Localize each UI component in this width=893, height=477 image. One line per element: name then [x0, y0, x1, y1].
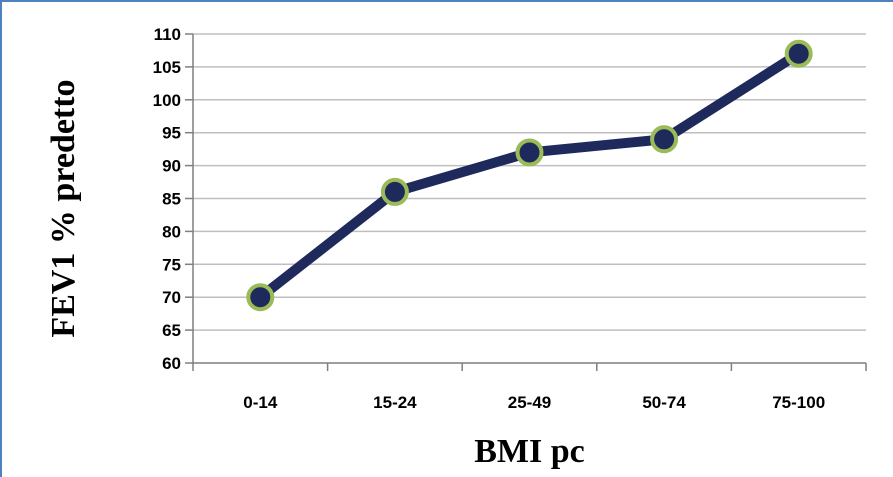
- series-line-group: [255, 48, 804, 303]
- series-line: [255, 48, 804, 303]
- y-tick-label: 110: [154, 25, 181, 44]
- y-tick-label: 95: [162, 124, 181, 143]
- y-axis-ticks: 60 65 70 75 80 85 90 95 100 105 110: [153, 25, 193, 373]
- y-tick-label: 85: [162, 190, 181, 209]
- y-tick-label: 60: [162, 354, 181, 373]
- y-tick-label: 90: [162, 157, 181, 176]
- data-point-75-100: [784, 39, 813, 68]
- data-point-15-24: [380, 177, 409, 206]
- y-tick-label: 65: [162, 321, 181, 340]
- y-tick-label: 80: [162, 222, 181, 241]
- y-tick-label: 75: [162, 255, 181, 274]
- x-tick-label: 75-100: [772, 393, 825, 412]
- x-tick-label: 50-74: [642, 393, 686, 412]
- x-tick-label: 15-24: [373, 393, 417, 412]
- x-axis-ticks: 0-14 15-24 25-49 50-74 75-100: [192, 363, 867, 412]
- x-axis-title: BMI pc: [474, 433, 585, 470]
- x-tick-label: 25-49: [508, 393, 551, 412]
- y-tick-label: 100: [153, 91, 181, 110]
- data-point-25-49: [515, 138, 544, 167]
- data-point-0-14: [246, 283, 275, 312]
- data-markers: [246, 39, 813, 312]
- x-tick-label: 0-14: [243, 393, 278, 412]
- y-tick-label: 70: [162, 288, 181, 307]
- y-tick-label: 105: [153, 58, 181, 77]
- y-axis-title: FEV1 % predetto: [45, 79, 82, 337]
- data-point-50-74: [650, 125, 679, 154]
- gridlines: [193, 33, 866, 331]
